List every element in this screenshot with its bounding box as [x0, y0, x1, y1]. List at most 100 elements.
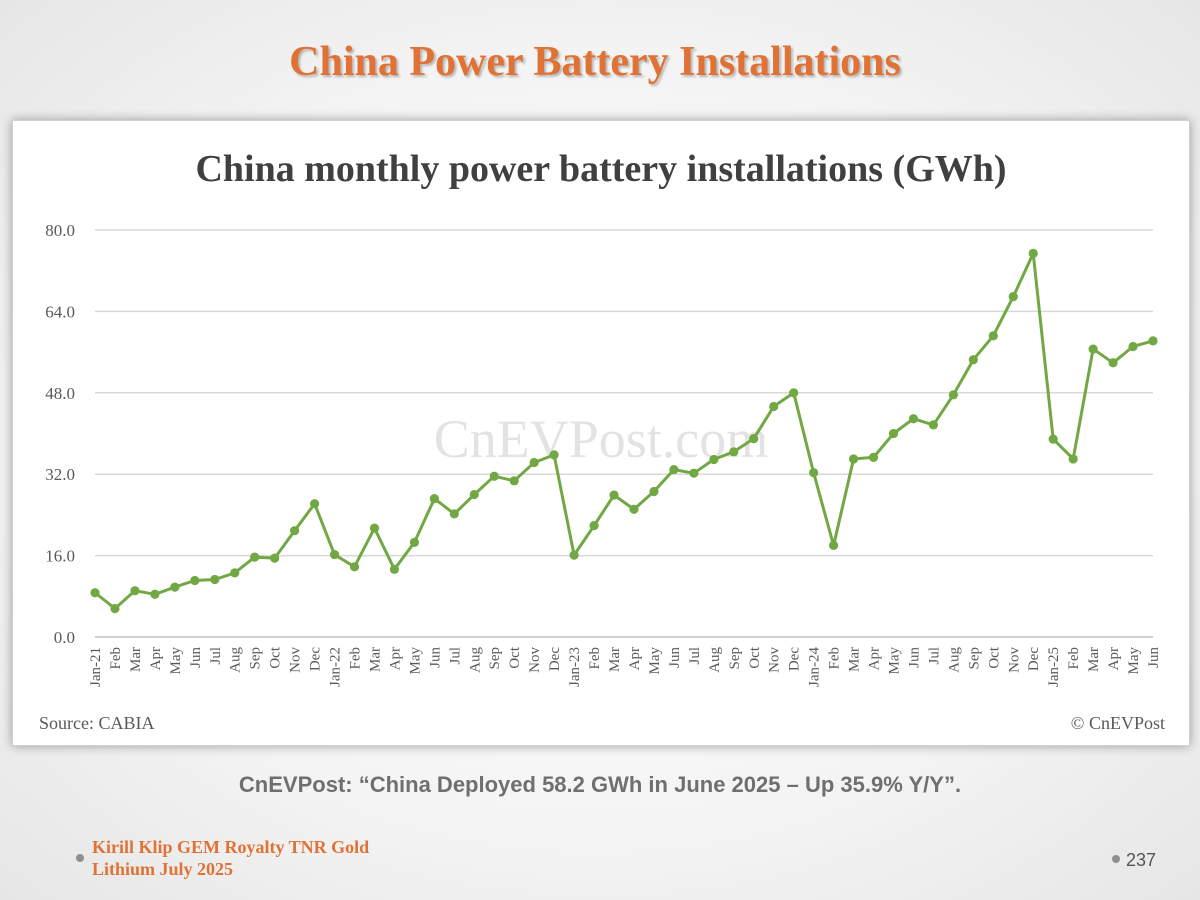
data-point	[489, 471, 499, 481]
x-tick-label: Aug	[946, 647, 962, 673]
data-point	[369, 523, 380, 533]
chart-card: China monthly power battery installation…	[12, 120, 1190, 746]
x-tick-label: Dec	[1026, 647, 1042, 671]
data-point	[130, 586, 140, 596]
chart-copyright: © CnEVPost	[1071, 713, 1165, 733]
y-tick-label: 0.0	[54, 628, 75, 647]
data-point	[1128, 341, 1138, 352]
x-tick-label: Apr	[148, 647, 164, 670]
x-tick-label: Dec	[547, 647, 563, 671]
data-point	[689, 468, 699, 478]
x-tick-label: May	[407, 647, 423, 675]
x-tick-label: Dec	[787, 647, 803, 671]
x-tick-label: Dec	[308, 647, 324, 671]
data-point	[290, 526, 300, 536]
y-tick-label: 16.0	[45, 547, 75, 566]
x-tick-label: Mar	[847, 647, 863, 672]
data-point	[509, 476, 519, 486]
data-point	[150, 589, 160, 599]
data-point	[569, 550, 579, 560]
data-point	[309, 499, 320, 509]
x-tick-label: Sep	[248, 647, 264, 670]
data-point	[669, 465, 679, 475]
x-tick-label: May	[647, 647, 663, 675]
data-point	[110, 603, 120, 614]
data-point	[469, 489, 479, 500]
data-point	[170, 582, 180, 592]
data-point	[349, 562, 360, 572]
data-point	[1148, 336, 1158, 346]
data-point	[729, 447, 739, 457]
y-tick-label: 64.0	[45, 302, 75, 321]
slide-title: China Power Battery Installations	[289, 39, 901, 85]
x-tick-label: Feb	[348, 647, 364, 670]
x-tick-label: Oct	[986, 646, 1002, 668]
data-point	[90, 588, 100, 598]
x-tick-label: Feb	[108, 647, 124, 670]
data-point	[190, 575, 200, 586]
x-tick-label: Oct	[507, 646, 523, 668]
x-tick-label: Aug	[228, 647, 244, 673]
line-chart: China monthly power battery installation…	[39, 148, 1165, 733]
x-tick-label: Feb	[1066, 647, 1082, 670]
data-point	[529, 457, 539, 468]
x-tick-label: Aug	[467, 647, 483, 673]
data-point	[829, 540, 839, 551]
data-point	[928, 420, 939, 430]
data-point	[749, 433, 759, 444]
data-point	[210, 574, 220, 585]
x-tick-label: Apr	[1106, 647, 1122, 670]
data-point	[449, 509, 459, 519]
footer-line-2: Lithium July 2025	[92, 859, 234, 879]
x-tick-label: Sep	[727, 647, 743, 670]
y-axis-ticks: 80.0 64.0 48.0 32.0 16.0 0.0	[45, 221, 75, 647]
data-point	[1048, 434, 1058, 444]
x-tick-label: Nov	[767, 647, 783, 673]
data-point	[589, 520, 599, 531]
data-point	[1108, 358, 1118, 368]
data-point	[769, 401, 779, 412]
data-point	[1088, 344, 1098, 354]
series-points	[90, 248, 1158, 614]
data-point	[1008, 292, 1018, 302]
x-tick-label: Apr	[627, 647, 643, 670]
x-tick-label: Apr	[387, 647, 403, 670]
data-point	[908, 414, 919, 424]
x-tick-label: Jul	[926, 647, 942, 665]
data-point	[270, 553, 280, 563]
slide-caption: CnEVPost: “China Deployed 58.2 GWh in Ju…	[238, 772, 962, 797]
data-point	[888, 428, 899, 439]
data-point	[809, 468, 819, 478]
data-point	[329, 549, 340, 560]
x-tick-label: Jul	[447, 647, 463, 665]
footer-bullet	[76, 854, 84, 862]
chart-source: Source: CABIA	[39, 713, 155, 733]
x-tick-label: Feb	[587, 647, 603, 670]
x-tick-label: Nov	[527, 647, 543, 673]
x-tick-label: Jan-23	[567, 647, 583, 687]
x-tick-label: Jun	[1146, 647, 1162, 668]
footer-line-1: Kirill Klip GEM Royalty TNR Gold	[92, 837, 370, 857]
data-point	[629, 504, 639, 514]
data-point	[848, 454, 859, 464]
chart-title: China monthly power battery installation…	[195, 148, 1006, 190]
data-point	[429, 494, 439, 504]
data-point	[649, 486, 659, 497]
data-point	[988, 331, 998, 341]
x-tick-label: May	[1126, 647, 1142, 675]
x-tick-label: Jul	[208, 647, 224, 665]
x-tick-label: Mar	[1086, 647, 1102, 672]
x-tick-label: Mar	[128, 647, 144, 672]
data-point	[389, 564, 400, 574]
data-point	[968, 355, 978, 365]
data-point	[709, 454, 719, 465]
x-axis-ticks: Jan-21 Feb Mar Apr May Jun Jul Aug Sep Oct Nov Dec J…	[88, 646, 1162, 687]
x-tick-label: Aug	[707, 647, 723, 673]
page-number-bullet	[1112, 855, 1120, 863]
x-tick-label: Nov	[288, 647, 304, 673]
y-tick-label: 80.0	[45, 221, 75, 240]
x-tick-label: Jan-22	[328, 647, 344, 687]
x-tick-label: Feb	[827, 647, 843, 670]
x-tick-label: Jan-24	[807, 647, 823, 687]
x-tick-label: Jun	[667, 647, 683, 668]
